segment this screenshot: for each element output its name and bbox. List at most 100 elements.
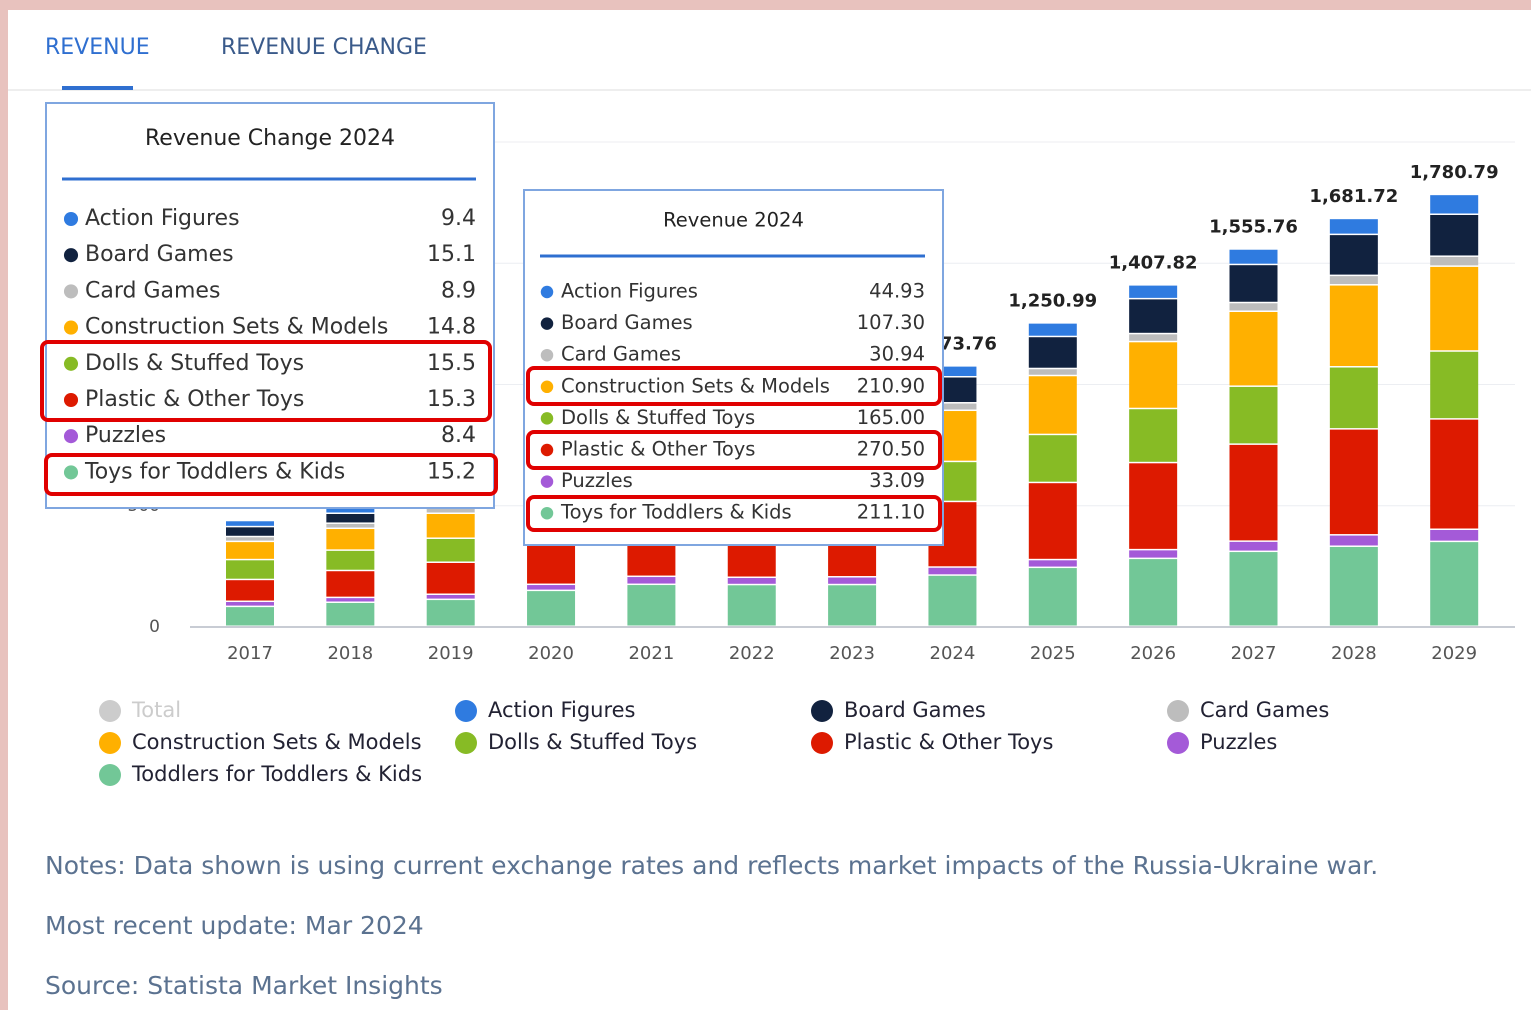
x-tick-label: 2025 [1030,643,1076,664]
total-label: 1,780.79 [1410,162,1499,183]
tab-underline [62,86,133,90]
tooltip-row-name: Construction Sets & Models [85,315,388,340]
x-tick-label: 2021 [628,643,674,664]
tooltip-row-value: 15.2 [427,459,476,484]
bar-segment [727,585,776,626]
x-tick-label: 2017 [227,643,273,664]
bar-segment [527,542,576,584]
note: Source: Statista Market Insights [45,971,443,1000]
total-label: 1,407.82 [1109,253,1198,274]
tooltip-dot [540,412,554,425]
legend-label: Card Games [1200,698,1329,722]
tooltip-row-value: 165.00 [857,406,925,429]
highlight-box [526,366,942,406]
bar-segment [828,577,877,584]
bar-segment [326,523,375,528]
tooltip-row-value: 15.3 [427,387,476,412]
bar-segment [1430,351,1479,419]
bar-segment [1329,546,1378,626]
bar-segment [326,507,375,513]
tab-revenue-change[interactable]: REVENUE CHANGE [221,35,427,60]
x-tick-label: 2023 [829,643,875,664]
tooltip-row-name: Plastic & Other Toys [561,438,755,461]
bar-segment [1430,195,1479,214]
tooltip-dot [63,248,79,263]
bar-segment [727,578,776,584]
tooltip-dot [540,475,554,488]
legend-dot [811,732,833,754]
bar-segment [1028,483,1077,559]
legend-dot [1167,732,1189,754]
bar-segment [426,513,475,538]
bar-segment [326,513,375,523]
tooltip-title: Revenue Change 2024 [145,126,395,151]
highlight-box [44,453,498,496]
bar-segment [928,567,977,575]
bar-segment [1430,266,1479,351]
bar-segment [1430,530,1479,541]
note: Notes: Data shown is using current excha… [45,851,1378,880]
tooltip-row-name: Toys for Toddlers & Kids [560,501,792,524]
legend-dot [455,700,477,722]
bar-segment [226,602,274,606]
x-tick-label: 2022 [729,643,775,664]
bar-segment [426,508,475,513]
tooltip-row-value: 211.10 [857,501,925,524]
bar-segment [326,529,375,550]
total-label: 1,681.72 [1309,186,1398,207]
bar-segment [326,550,375,570]
tooltip-row-name: Dolls & Stuffed Toys [85,351,304,376]
bar-segment [1430,419,1479,529]
tooltip-row-value: 14.8 [427,315,476,340]
bar-segment [226,537,274,541]
bar-segment [226,527,274,536]
bar-segment [326,598,375,602]
bar-segment [1229,386,1278,444]
highlight-box [40,340,492,422]
bar-segment [1129,299,1178,333]
bar-segment [1129,463,1178,549]
y-tick-label: 0 [149,617,160,637]
tooltip-row-name: Board Games [561,311,693,334]
legend-label: Total [131,698,181,722]
legend-dot [1167,700,1189,722]
total-label: 1,555.76 [1209,217,1298,238]
bar-segment [1129,550,1178,558]
bar-segment [1229,265,1278,302]
highlight-box [526,430,942,470]
tooltip-row-name: Board Games [85,242,234,267]
bar-segment [1229,249,1278,264]
bar-segment [1229,303,1278,311]
legend-label: Dolls & Stuffed Toys [488,730,697,754]
tooltip-row-name: Action Figures [561,280,698,303]
highlight-box [526,495,942,532]
bar-segment [1129,342,1178,408]
bar-segment [1430,214,1479,256]
bar-segment [928,366,977,377]
bar-segment [1229,444,1278,541]
tooltip-dot [63,392,79,408]
bar-segment [1229,541,1278,551]
x-tick-label: 2018 [327,643,373,664]
x-tick-label: 2028 [1331,643,1377,664]
tooltip-row-value: 15.1 [427,242,476,267]
bar-segment [1430,542,1479,626]
bar-segment [928,403,977,410]
bar-segment [1028,560,1077,567]
tooltip-row-name: Plastic & Other Toys [85,387,304,412]
tooltip-row-value: 44.93 [869,280,925,303]
tooltip-row-value: 8.4 [441,423,476,448]
tooltip-row-value: 9.4 [441,206,476,231]
bar-segment [226,607,274,626]
legend-dot [99,732,121,754]
bar-segment [828,585,877,626]
bar-segment [226,580,274,601]
bar-segment [627,585,676,626]
bar-segment [1129,285,1178,298]
bar-segment [1028,323,1077,336]
bar-segment [627,577,676,584]
tooltip-dot [63,284,79,299]
tooltip-dot [540,443,554,457]
tooltip-dot [63,429,79,444]
tab-revenue[interactable]: REVENUE [45,35,150,60]
